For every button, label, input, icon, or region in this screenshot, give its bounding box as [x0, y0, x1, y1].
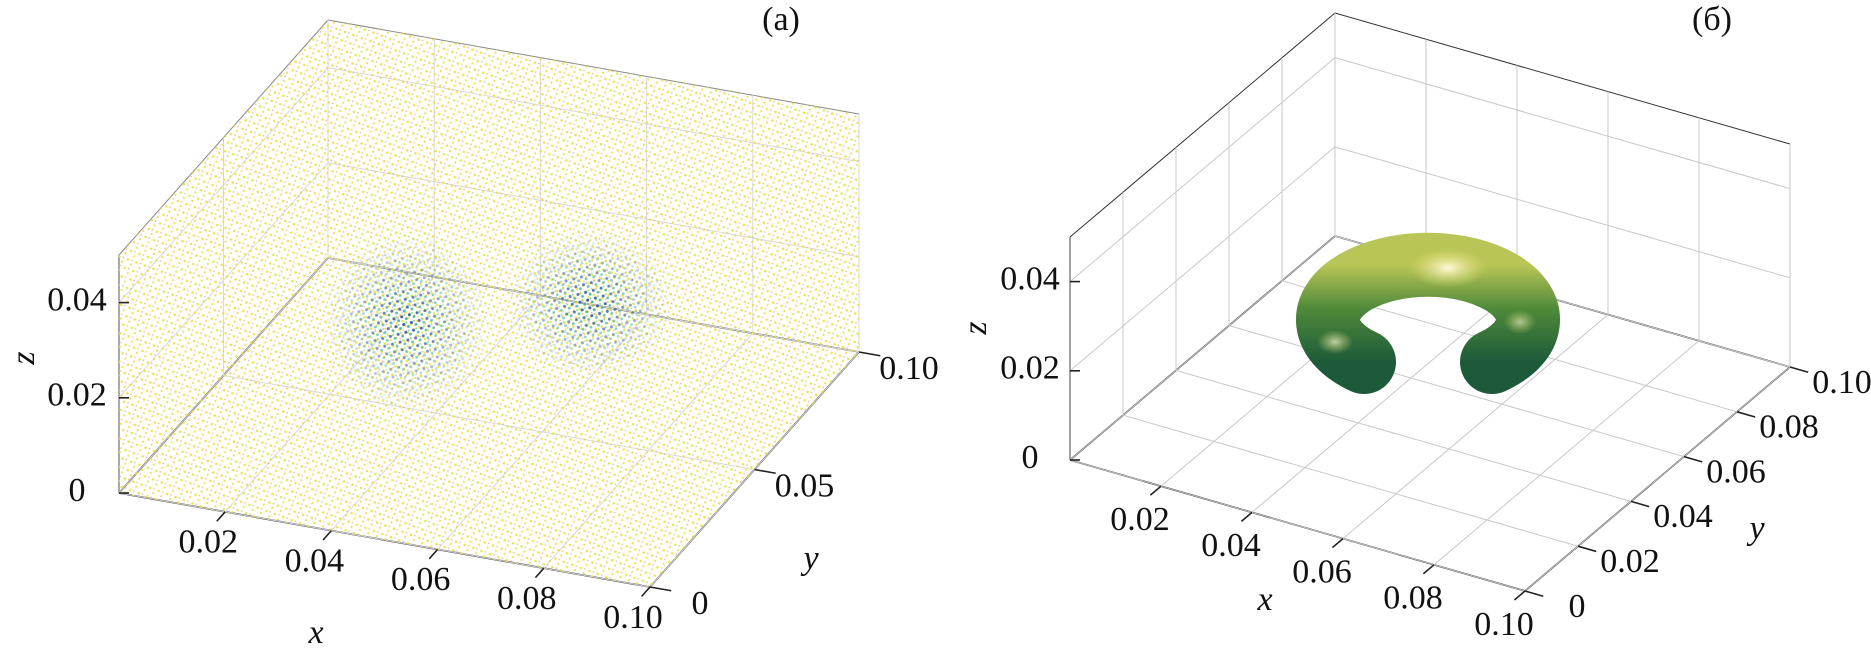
torus [1296, 232, 1560, 394]
tick-mark [754, 468, 776, 475]
tick-mark [1630, 500, 1650, 508]
box-edge [1334, 12, 1791, 145]
grid-line [1069, 459, 1526, 592]
x-tick-label: 0.02 [1110, 501, 1170, 538]
z-axis-label: z [5, 351, 42, 365]
grid-line [1175, 369, 1632, 502]
y-tick-label: 0 [1569, 588, 1586, 625]
z-tick-label: 0.02 [1000, 350, 1060, 387]
grid-line [1334, 146, 1791, 279]
point-cluster [300, 200, 700, 440]
panel-label: (a) [762, 1, 800, 38]
x-tick-label: 0.02 [178, 524, 238, 561]
x-tick-label: 0.04 [285, 542, 345, 579]
tick-mark [322, 530, 332, 541]
y-tick-label: 0.04 [1653, 498, 1713, 535]
y-tick-label: 0.10 [879, 350, 939, 387]
tick-mark [1331, 537, 1344, 549]
grid-line [1342, 314, 1609, 539]
tick-mark [428, 548, 439, 560]
grid-line [1069, 235, 1336, 461]
tick-mark [641, 586, 651, 597]
tick-mark [1683, 455, 1703, 463]
z-tick-label: 0.04 [47, 281, 107, 318]
tick-mark [858, 351, 881, 357]
tick-mark [534, 567, 545, 579]
y-tick-label: 0 [692, 585, 709, 622]
x-tick-label: 0.06 [1292, 553, 1352, 590]
tick-mark [649, 586, 672, 592]
x-tick-label: 0.08 [497, 580, 557, 617]
tick-mark [1422, 564, 1435, 575]
grid-line [1334, 57, 1791, 190]
z-tick-label: 0.04 [1000, 260, 1060, 297]
y-tick-label: 0.08 [1759, 409, 1819, 446]
y-axis-label: y [800, 540, 819, 577]
x-tick-label: 0.10 [1474, 606, 1534, 643]
grid-line [1069, 57, 1336, 282]
z-axis-label: z [957, 321, 994, 335]
panel-label: (б) [1692, 1, 1732, 38]
x-tick-label: 0.06 [391, 561, 451, 598]
x-tick-label: 0.10 [603, 599, 663, 636]
x-axis-label: x [307, 614, 323, 651]
grid-line [1524, 366, 1791, 592]
grid-line [1122, 414, 1579, 547]
z-tick-label: 0 [69, 472, 86, 509]
y-tick-label: 0.05 [775, 467, 835, 504]
tick-mark [1149, 485, 1162, 496]
box-edge [1069, 12, 1336, 238]
grid-line [1228, 325, 1685, 458]
tick-mark [1240, 511, 1253, 522]
z-tick-label: 0.02 [47, 377, 107, 414]
tick-mark [1577, 545, 1597, 553]
z-tick-label: 0 [1022, 439, 1039, 476]
grid-line [1433, 340, 1700, 566]
grid-line [1251, 288, 1518, 513]
tick-mark [216, 511, 226, 522]
y-tick-label: 0.10 [1812, 364, 1871, 401]
grid-line [1069, 146, 1336, 372]
tick-mark [1789, 366, 1809, 374]
x-axis-label: x [1256, 581, 1272, 618]
y-tick-label: 0.02 [1600, 543, 1660, 580]
tick-mark [1524, 590, 1544, 598]
x-tick-label: 0.08 [1383, 580, 1443, 617]
tick-mark [1513, 590, 1526, 601]
tick-mark [1736, 411, 1756, 418]
y-axis-label: y [1746, 510, 1765, 547]
y-tick-label: 0.06 [1706, 453, 1766, 490]
x-tick-label: 0.04 [1201, 527, 1261, 564]
